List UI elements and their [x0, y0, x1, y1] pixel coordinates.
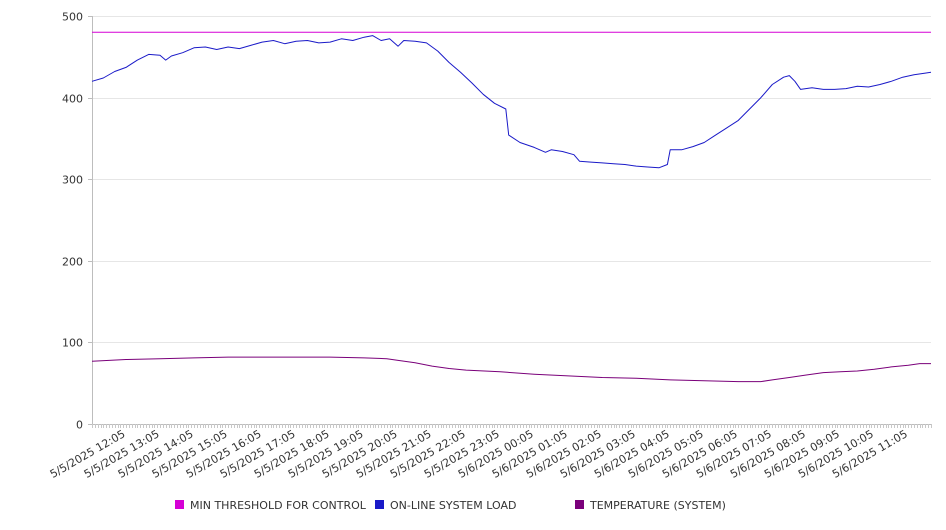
axes: [88, 16, 932, 428]
y-tick-label: 400: [62, 93, 83, 106]
y-tick-label: 300: [62, 174, 83, 187]
y-tick-label: 0: [76, 419, 83, 432]
legend-label: MIN THRESHOLD FOR CONTROL: [190, 499, 367, 512]
x-axis-tick-labels: 5/5/2025 12:055/5/2025 13:055/5/2025 14:…: [48, 427, 910, 481]
legend-label: TEMPERATURE (SYSTEM): [589, 499, 726, 512]
legend-swatch: [175, 500, 184, 509]
legend: MIN THRESHOLD FOR CONTROL ON-LINE SYSTEM …: [175, 499, 726, 512]
legend-swatch: [575, 500, 584, 509]
y-tick-label: 500: [62, 11, 83, 24]
series-line-on-line-system-load: [91, 35, 932, 169]
legend-label: ON-LINE SYSTEM LOAD: [390, 499, 516, 512]
grid-lines: [92, 16, 931, 425]
y-axis-tick-labels: 0 100 200 300 400 500: [62, 11, 83, 432]
series-line-temperature-system: [91, 356, 931, 383]
y-tick-label: 200: [62, 256, 83, 269]
y-tick-label: 100: [62, 337, 83, 350]
legend-swatch: [375, 500, 384, 509]
series-lines: [91, 31, 932, 383]
